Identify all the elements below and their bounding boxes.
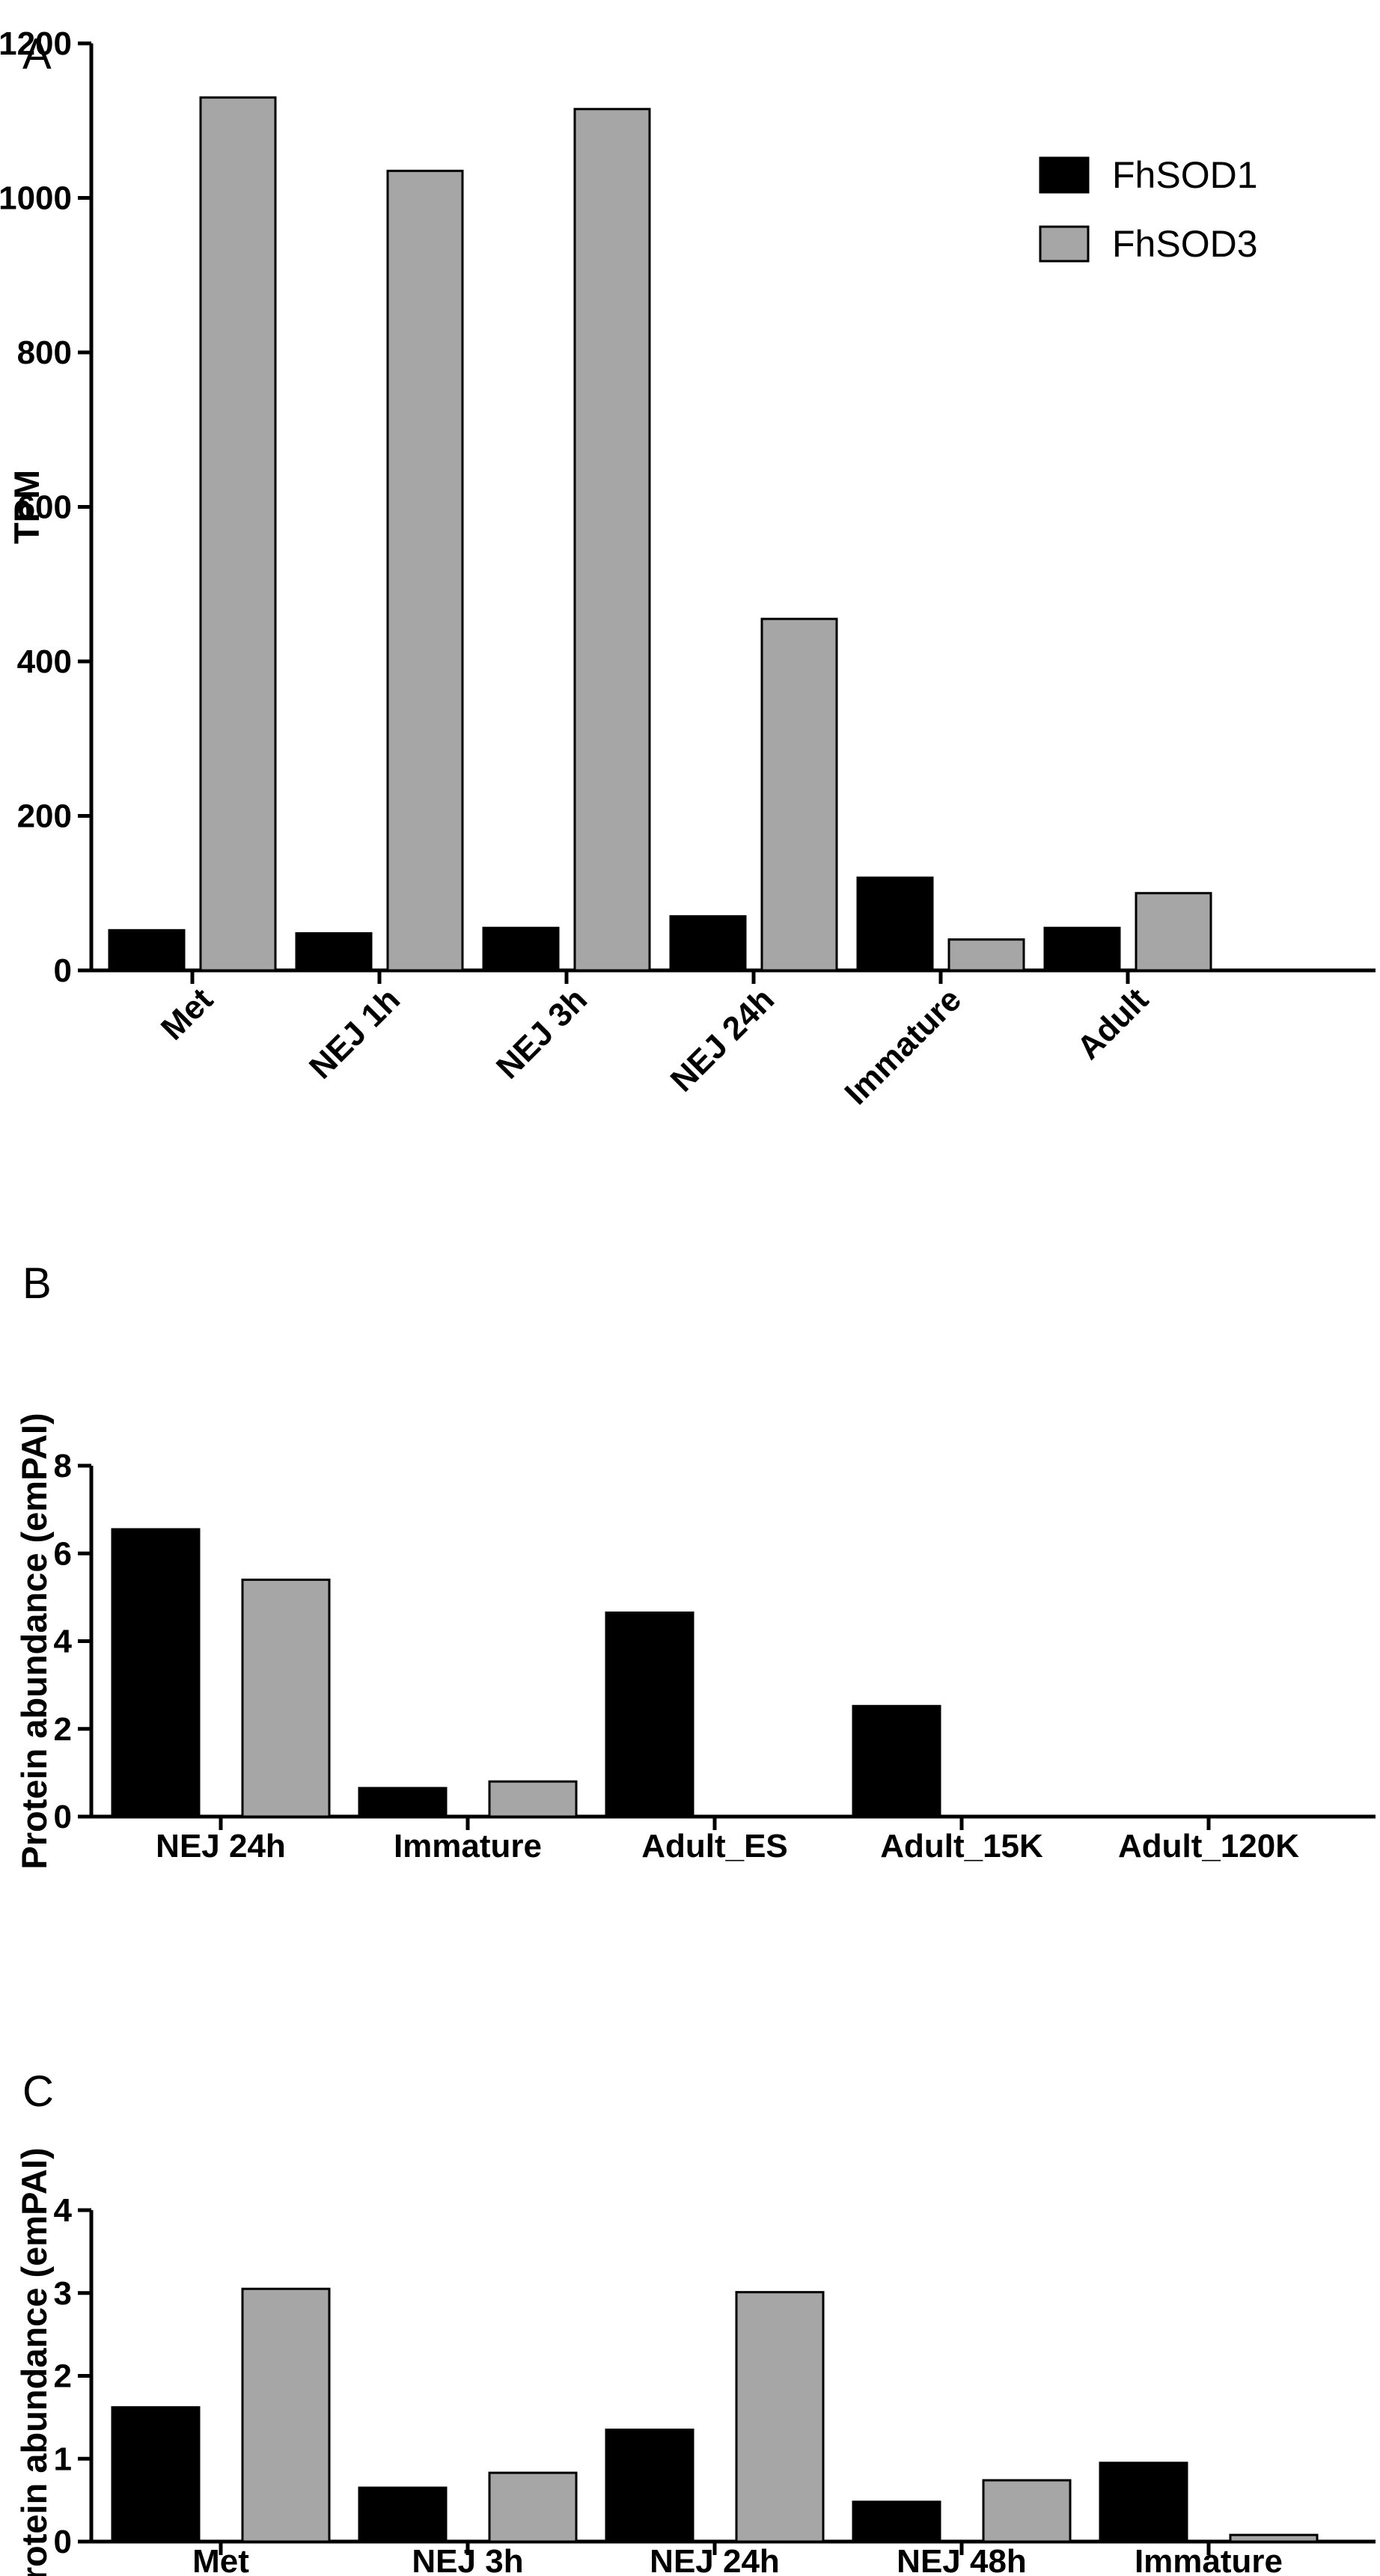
bar-fhsod1-adult-15k (852, 1704, 941, 1818)
x-tick-label: Immature (837, 981, 968, 1112)
x-tick-label: NEJ 24h (650, 2543, 780, 2576)
bar-fhsod1-adult-es (605, 1611, 694, 1818)
y-tick-label: 400 (17, 643, 72, 680)
y-tick-label: 1 (54, 2441, 72, 2477)
bar-fhsod1-met (108, 928, 186, 972)
y-tick-label: 0 (54, 1799, 72, 1835)
bar-fhsod3-immature (1229, 2533, 1319, 2543)
x-tick-label: Immature (394, 1828, 542, 1864)
bar-fhsod3-immature (488, 1780, 578, 1818)
bar-fhsod3-met (241, 2287, 331, 2543)
bar-fhsod3-adult (1135, 892, 1212, 972)
bar-fhsod1-nej-3h (482, 926, 560, 972)
bar-fhsod3-nej-1h (386, 169, 464, 972)
y-tick-label: 1200 (0, 25, 72, 62)
bar-fhsod1-nej-24h (669, 915, 747, 972)
x-tick-label: NEJ 48h (897, 2543, 1027, 2576)
bar-fhsod3-nej-48h (982, 2479, 1072, 2543)
y-tick-label: 0 (54, 952, 72, 989)
legend-label-fhsod1: FhSOD1 (1112, 154, 1258, 196)
x-tick-label: NEJ 3h (412, 2543, 523, 2576)
y-tick-label: 200 (17, 798, 72, 835)
x-tick-label: Met (192, 2543, 249, 2576)
x-tick-label: Adult_15K (880, 1828, 1043, 1864)
bar-fhsod1-nej-1h (295, 931, 373, 972)
bar-fhsod1-nej-24h (605, 2428, 694, 2543)
bar-fhsod1-nej-3h (358, 2486, 448, 2543)
x-tick-label: Adult_ES (641, 1828, 788, 1864)
bar-fhsod1-immature (856, 876, 934, 972)
bar-fhsod1-nej-48h (852, 2500, 941, 2543)
y-axis-label: Protein abundance (emPAI) (14, 1413, 54, 1869)
legend-swatch-fhsod1 (1039, 156, 1090, 194)
y-tick-label: 6 (54, 1535, 72, 1572)
y-tick-label: 600 (17, 489, 72, 526)
y-tick-label: 8 (54, 1448, 72, 1484)
x-tick-label: Adult_120K (1118, 1828, 1299, 1864)
y-axis-label: Protein abundance (emPAI) (14, 2147, 54, 2576)
y-axis-label: TPM (7, 470, 46, 544)
legend-label-fhsod3: FhSOD3 (1112, 223, 1258, 265)
y-tick-label: 4 (54, 1624, 73, 1660)
bar-fhsod3-immature (947, 938, 1025, 972)
x-tick-label: NEJ 1h (302, 981, 407, 1086)
bar-fhsod1-met (111, 2406, 201, 2543)
bar-fhsod3-nej-3h (573, 108, 651, 972)
bar-fhsod1-immature (1099, 2462, 1188, 2543)
panel-letter: A (22, 30, 52, 79)
bar-fhsod3-nej-24h (241, 1578, 331, 1818)
y-tick-label: 3 (54, 2275, 72, 2312)
bar-fhsod3-nej-3h (488, 2471, 578, 2543)
bar-fhsod1-adult (1043, 926, 1121, 972)
x-tick-label: Met (154, 981, 220, 1047)
y-tick-label: 0 (54, 2524, 72, 2560)
bar-fhsod3-nej-24h (760, 617, 838, 972)
bar-fhsod3-nej-24h (735, 2291, 825, 2543)
x-tick-label: Immature (1135, 2543, 1283, 2576)
y-tick-label: 4 (54, 2192, 73, 2229)
x-tick-label: NEJ 24h (664, 981, 781, 1098)
panel-a: A 0 200 400 600 800 1000 1200 TPM Met NEJ 1h NEJ 3h… (0, 25, 1376, 1112)
panel-letter: B (22, 1259, 52, 1308)
bar-fhsod1-immature (358, 1787, 448, 1818)
y-tick-label: 2 (54, 2358, 72, 2395)
x-tick-label: NEJ 24h (156, 1828, 286, 1864)
legend-swatch-fhsod3 (1039, 225, 1090, 263)
x-tick-label: NEJ 3h (489, 981, 594, 1086)
y-tick-label: 1000 (0, 180, 72, 217)
panel-letter: C (22, 2067, 54, 2116)
y-tick-label: 800 (17, 334, 72, 371)
bar-fhsod1-nej-24h (111, 1528, 201, 1818)
y-tick-label: 2 (54, 1711, 72, 1748)
bar-fhsod3-met (199, 96, 277, 972)
x-tick-label: Adult (1070, 981, 1155, 1066)
